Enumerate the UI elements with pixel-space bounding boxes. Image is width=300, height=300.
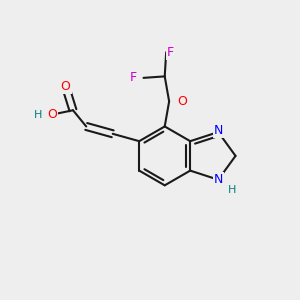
Text: H: H: [228, 185, 236, 195]
Text: O: O: [178, 95, 187, 108]
Text: O: O: [47, 108, 57, 121]
Text: N: N: [214, 173, 223, 186]
Text: O: O: [61, 80, 70, 93]
Text: H: H: [34, 110, 43, 120]
Text: F: F: [167, 46, 174, 59]
Text: F: F: [130, 71, 137, 84]
Text: N: N: [214, 124, 223, 137]
